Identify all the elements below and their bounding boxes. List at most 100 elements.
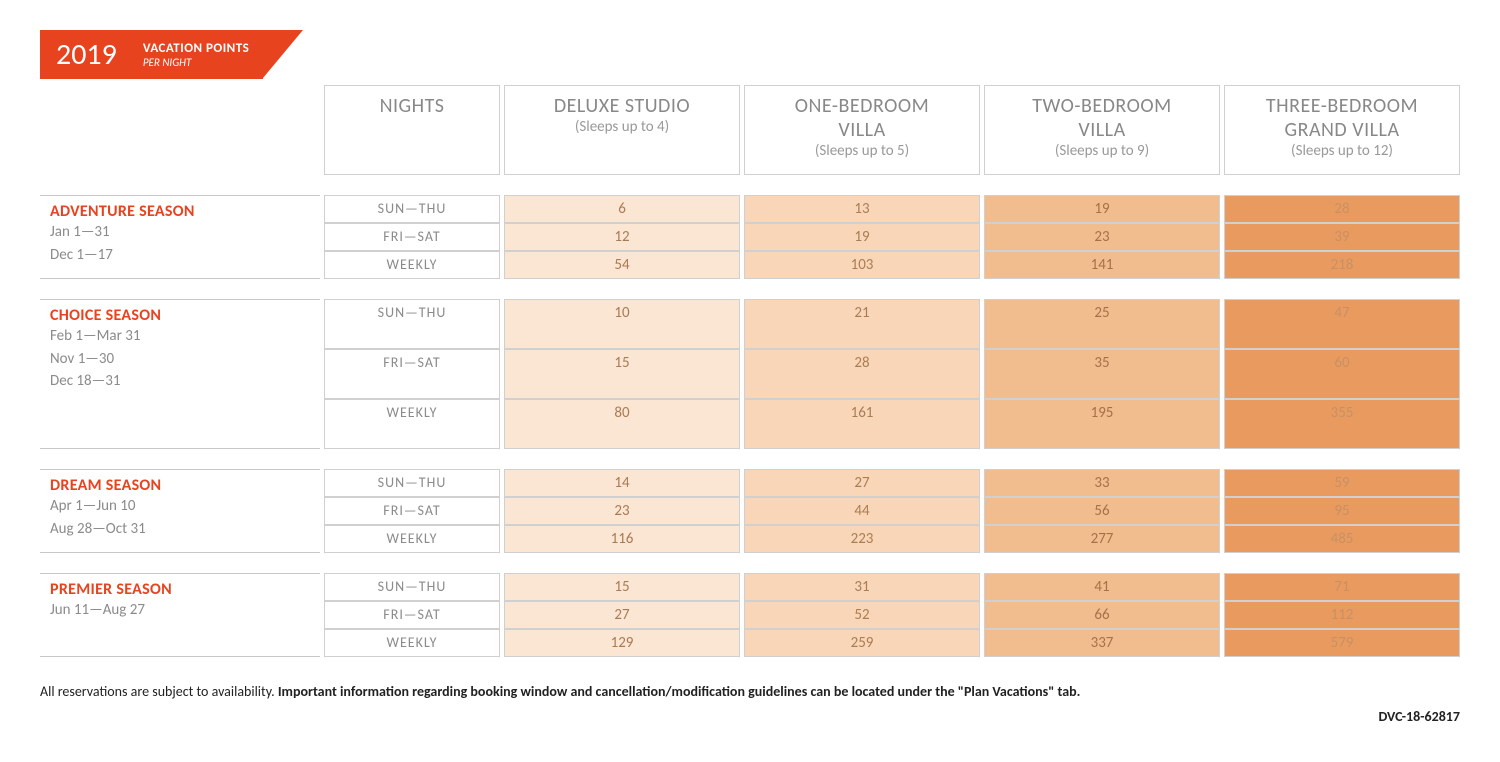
value-stack: 2535195 — [980, 299, 1220, 449]
value-cell: 103 — [744, 251, 980, 279]
value-stack: 2128161 — [740, 299, 980, 449]
value-cell: 13 — [744, 195, 980, 223]
value-stack: 101580 — [500, 299, 740, 449]
season-spacer — [40, 449, 1460, 469]
value-stack: 4166337 — [980, 573, 1220, 657]
room-subtitle: (Sleeps up to 9) — [995, 142, 1209, 160]
document-code: DVC-18-62817 — [40, 708, 1460, 725]
season-date: Aug 28—Oct 31 — [50, 518, 310, 541]
value-cell: 35 — [984, 349, 1220, 399]
value-stack: 1423116 — [500, 469, 740, 553]
col-head-nights-label: NIGHTS — [380, 94, 445, 118]
value-cell: 60 — [1224, 349, 1460, 399]
value-cell: 19 — [984, 195, 1220, 223]
room-title: TWO-BEDROOMVILLA — [995, 94, 1209, 142]
season-name: DREAM SEASON — [50, 476, 310, 495]
footer-plain: All reservations are subject to availabi… — [40, 683, 278, 700]
room-subtitle: (Sleeps up to 12) — [1235, 142, 1449, 160]
value-stack: 71112579 — [1220, 573, 1460, 657]
value-cell: 112 — [1224, 601, 1460, 629]
night-stack: SUN—THUFRI—SATWEEKLY — [320, 195, 500, 279]
value-stack: 2839218 — [1220, 195, 1460, 279]
night-cell: SUN—THU — [324, 195, 500, 223]
value-stack: 1527129 — [500, 573, 740, 657]
value-cell: 485 — [1224, 525, 1460, 553]
value-cell: 23 — [504, 497, 740, 525]
value-stack: 2744223 — [740, 469, 980, 553]
value-stack: 3356277 — [980, 469, 1220, 553]
value-cell: 56 — [984, 497, 1220, 525]
value-cell: 12 — [504, 223, 740, 251]
value-cell: 28 — [1224, 195, 1460, 223]
value-cell: 337 — [984, 629, 1220, 657]
season-cell: ADVENTURE SEASONJan 1—31Dec 1—17 — [40, 195, 320, 279]
room-subtitle: (Sleeps up to 5) — [755, 142, 969, 160]
season-date: Jun 11—Aug 27 — [50, 599, 310, 622]
value-cell: 21 — [744, 299, 980, 349]
value-cell: 277 — [984, 525, 1220, 553]
value-cell: 10 — [504, 299, 740, 349]
value-cell: 31 — [744, 573, 980, 601]
night-cell: SUN—THU — [324, 469, 500, 497]
value-cell: 33 — [984, 469, 1220, 497]
value-stack: 4760355 — [1220, 299, 1460, 449]
value-cell: 15 — [504, 349, 740, 399]
season-cell: CHOICE SEASONFeb 1—Mar 31Nov 1—30Dec 18—… — [40, 299, 320, 449]
value-cell: 54 — [504, 251, 740, 279]
season-date: Dec 1—17 — [50, 244, 310, 267]
header-spacer — [40, 85, 320, 175]
night-cell: FRI—SAT — [324, 497, 500, 525]
room-title: ONE-BEDROOMVILLA — [755, 94, 969, 142]
value-cell: 129 — [504, 629, 740, 657]
value-cell: 47 — [1224, 299, 1460, 349]
value-cell: 6 — [504, 195, 740, 223]
night-stack: SUN—THUFRI—SATWEEKLY — [320, 573, 500, 657]
value-cell: 41 — [984, 573, 1220, 601]
value-stack: 5995485 — [1220, 469, 1460, 553]
value-cell: 25 — [984, 299, 1220, 349]
night-cell: SUN—THU — [324, 573, 500, 601]
season-date: Dec 18—31 — [50, 370, 310, 393]
value-cell: 95 — [1224, 497, 1460, 525]
value-cell: 161 — [744, 399, 980, 449]
night-cell: WEEKLY — [324, 629, 500, 657]
value-cell: 141 — [984, 251, 1220, 279]
night-stack: SUN—THUFRI—SATWEEKLY — [320, 299, 500, 449]
season-cell: PREMIER SEASONJun 11—Aug 27 — [40, 573, 320, 657]
room-title: DELUXE STUDIO — [515, 94, 729, 118]
value-cell: 71 — [1224, 573, 1460, 601]
value-cell: 23 — [984, 223, 1220, 251]
footer-note: All reservations are subject to availabi… — [40, 683, 1460, 700]
value-cell: 39 — [1224, 223, 1460, 251]
night-cell: FRI—SAT — [324, 601, 500, 629]
value-cell: 52 — [744, 601, 980, 629]
value-cell: 15 — [504, 573, 740, 601]
value-stack: 61254 — [500, 195, 740, 279]
night-stack: SUN—THUFRI—SATWEEKLY — [320, 469, 500, 553]
season-date: Apr 1—Jun 10 — [50, 495, 310, 518]
season-date: Feb 1—Mar 31 — [50, 325, 310, 348]
value-cell: 27 — [744, 469, 980, 497]
value-cell: 218 — [1224, 251, 1460, 279]
value-cell: 355 — [1224, 399, 1460, 449]
value-stack: 3152259 — [740, 573, 980, 657]
value-cell: 223 — [744, 525, 980, 553]
value-cell: 259 — [744, 629, 980, 657]
night-cell: SUN—THU — [324, 299, 500, 349]
per-night-label: PER NIGHT — [143, 56, 249, 69]
room-subtitle: (Sleeps up to 4) — [515, 118, 729, 136]
value-stack: 1319103 — [740, 195, 980, 279]
season-cell: DREAM SEASONApr 1—Jun 10Aug 28—Oct 31 — [40, 469, 320, 553]
season-spacer — [40, 279, 1460, 299]
season-name: CHOICE SEASON — [50, 306, 310, 325]
room-title: THREE-BEDROOMGRAND VILLA — [1235, 94, 1449, 142]
year-text: 2019 — [56, 36, 117, 73]
season-name: ADVENTURE SEASON — [50, 202, 310, 221]
col-head-room: ONE-BEDROOMVILLA(Sleeps up to 5) — [744, 85, 980, 175]
season-date: Nov 1—30 — [50, 348, 310, 371]
header-banner: 2019 VACATION POINTS PER NIGHT — [40, 30, 1460, 79]
footer-bold: Important information regarding booking … — [278, 683, 1081, 700]
points-grid: NIGHTS DELUXE STUDIO(Sleeps up to 4) ONE-… — [40, 85, 1460, 657]
value-cell: 80 — [504, 399, 740, 449]
night-cell: WEEKLY — [324, 251, 500, 279]
